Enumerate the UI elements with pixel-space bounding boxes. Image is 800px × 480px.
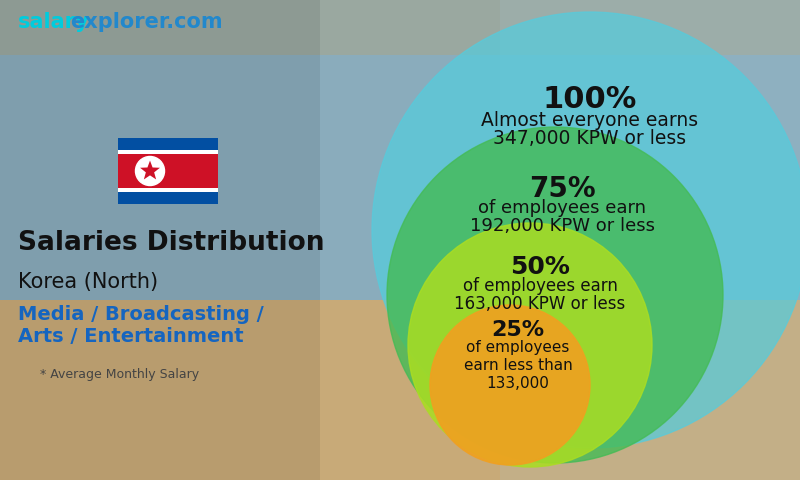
Circle shape [372, 12, 800, 448]
Text: * Average Monthly Salary: * Average Monthly Salary [40, 368, 199, 381]
Text: salary: salary [18, 12, 90, 32]
Circle shape [408, 223, 652, 467]
Bar [118, 138, 218, 150]
Text: 100%: 100% [543, 85, 637, 114]
Text: Salaries Distribution: Salaries Distribution [18, 230, 325, 256]
Circle shape [135, 156, 165, 185]
Text: explorer.com: explorer.com [70, 12, 222, 32]
Text: Media / Broadcasting /: Media / Broadcasting / [18, 305, 264, 324]
Text: Korea (North): Korea (North) [18, 272, 158, 292]
Bar [118, 192, 218, 204]
Bar [0, 0, 800, 300]
Bar [0, 0, 800, 55]
Bar [118, 154, 218, 188]
Text: 347,000 KPW or less: 347,000 KPW or less [494, 129, 686, 148]
Text: Almost everyone earns: Almost everyone earns [482, 111, 698, 130]
Bar [118, 188, 218, 192]
Bar [0, 300, 800, 480]
Text: 133,000: 133,000 [486, 376, 550, 391]
Text: Arts / Entertainment: Arts / Entertainment [18, 327, 244, 346]
Text: earn less than: earn less than [464, 358, 572, 373]
Text: 25%: 25% [491, 320, 545, 340]
Bar [500, 0, 800, 480]
Text: of employees earn: of employees earn [462, 277, 618, 295]
Text: 75%: 75% [529, 175, 595, 203]
Bar [118, 150, 218, 154]
Text: 163,000 KPW or less: 163,000 KPW or less [454, 295, 626, 313]
Polygon shape [140, 160, 160, 180]
Bar [0, 0, 320, 480]
Circle shape [430, 305, 590, 465]
Circle shape [387, 127, 723, 463]
Text: 50%: 50% [510, 255, 570, 279]
Text: of employees: of employees [466, 340, 570, 355]
Text: 192,000 KPW or less: 192,000 KPW or less [470, 217, 654, 235]
Text: of employees earn: of employees earn [478, 199, 646, 217]
